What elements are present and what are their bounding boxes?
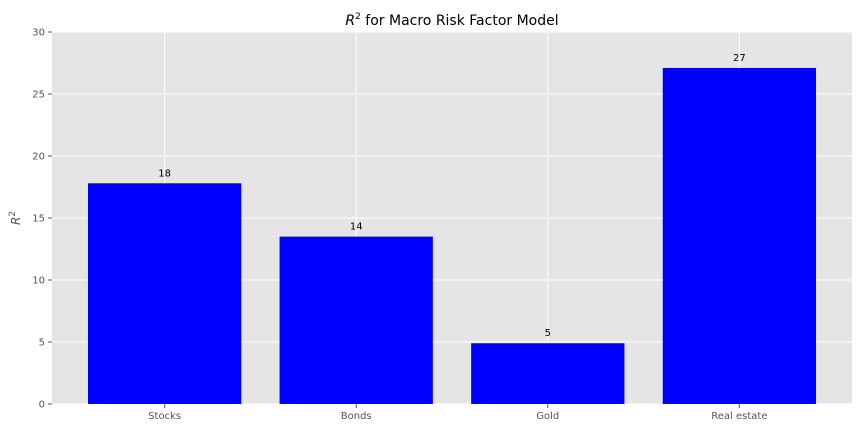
bar-gold: [471, 343, 625, 404]
y-tick-label: 15: [32, 214, 45, 225]
y-axis-label: R2: [8, 211, 23, 225]
bar-bonds: [279, 236, 433, 404]
y-tick-label: 25: [32, 90, 45, 101]
x-tick-label: Stocks: [148, 411, 181, 422]
y-tick-label: 10: [32, 276, 45, 287]
x-tick-label: Real estate: [711, 411, 767, 422]
data-labels: 18 14 5 27: [158, 53, 745, 339]
x-axis-ticks: Stocks Bonds Gold Real estate: [148, 404, 767, 422]
bar-stocks: [88, 183, 242, 404]
bar-value-label: 18: [158, 168, 171, 179]
y-tick-label: 20: [32, 152, 45, 163]
chart-title: R2 for Macro Risk Factor Model: [345, 12, 558, 29]
y-axis-ticks: 0 5 10 15 20 25 30: [32, 28, 52, 411]
y-tick-label: 5: [39, 338, 45, 349]
bar-value-label: 5: [545, 328, 551, 339]
bar-real-estate: [662, 67, 816, 405]
y-tick-label: 0: [39, 400, 45, 411]
bar-value-label: 27: [733, 53, 746, 64]
x-tick-label: Bonds: [341, 411, 372, 422]
y-tick-label: 30: [32, 28, 45, 39]
bar-value-label: 14: [350, 222, 363, 233]
x-tick-label: Gold: [536, 411, 559, 422]
bars: [88, 67, 816, 405]
